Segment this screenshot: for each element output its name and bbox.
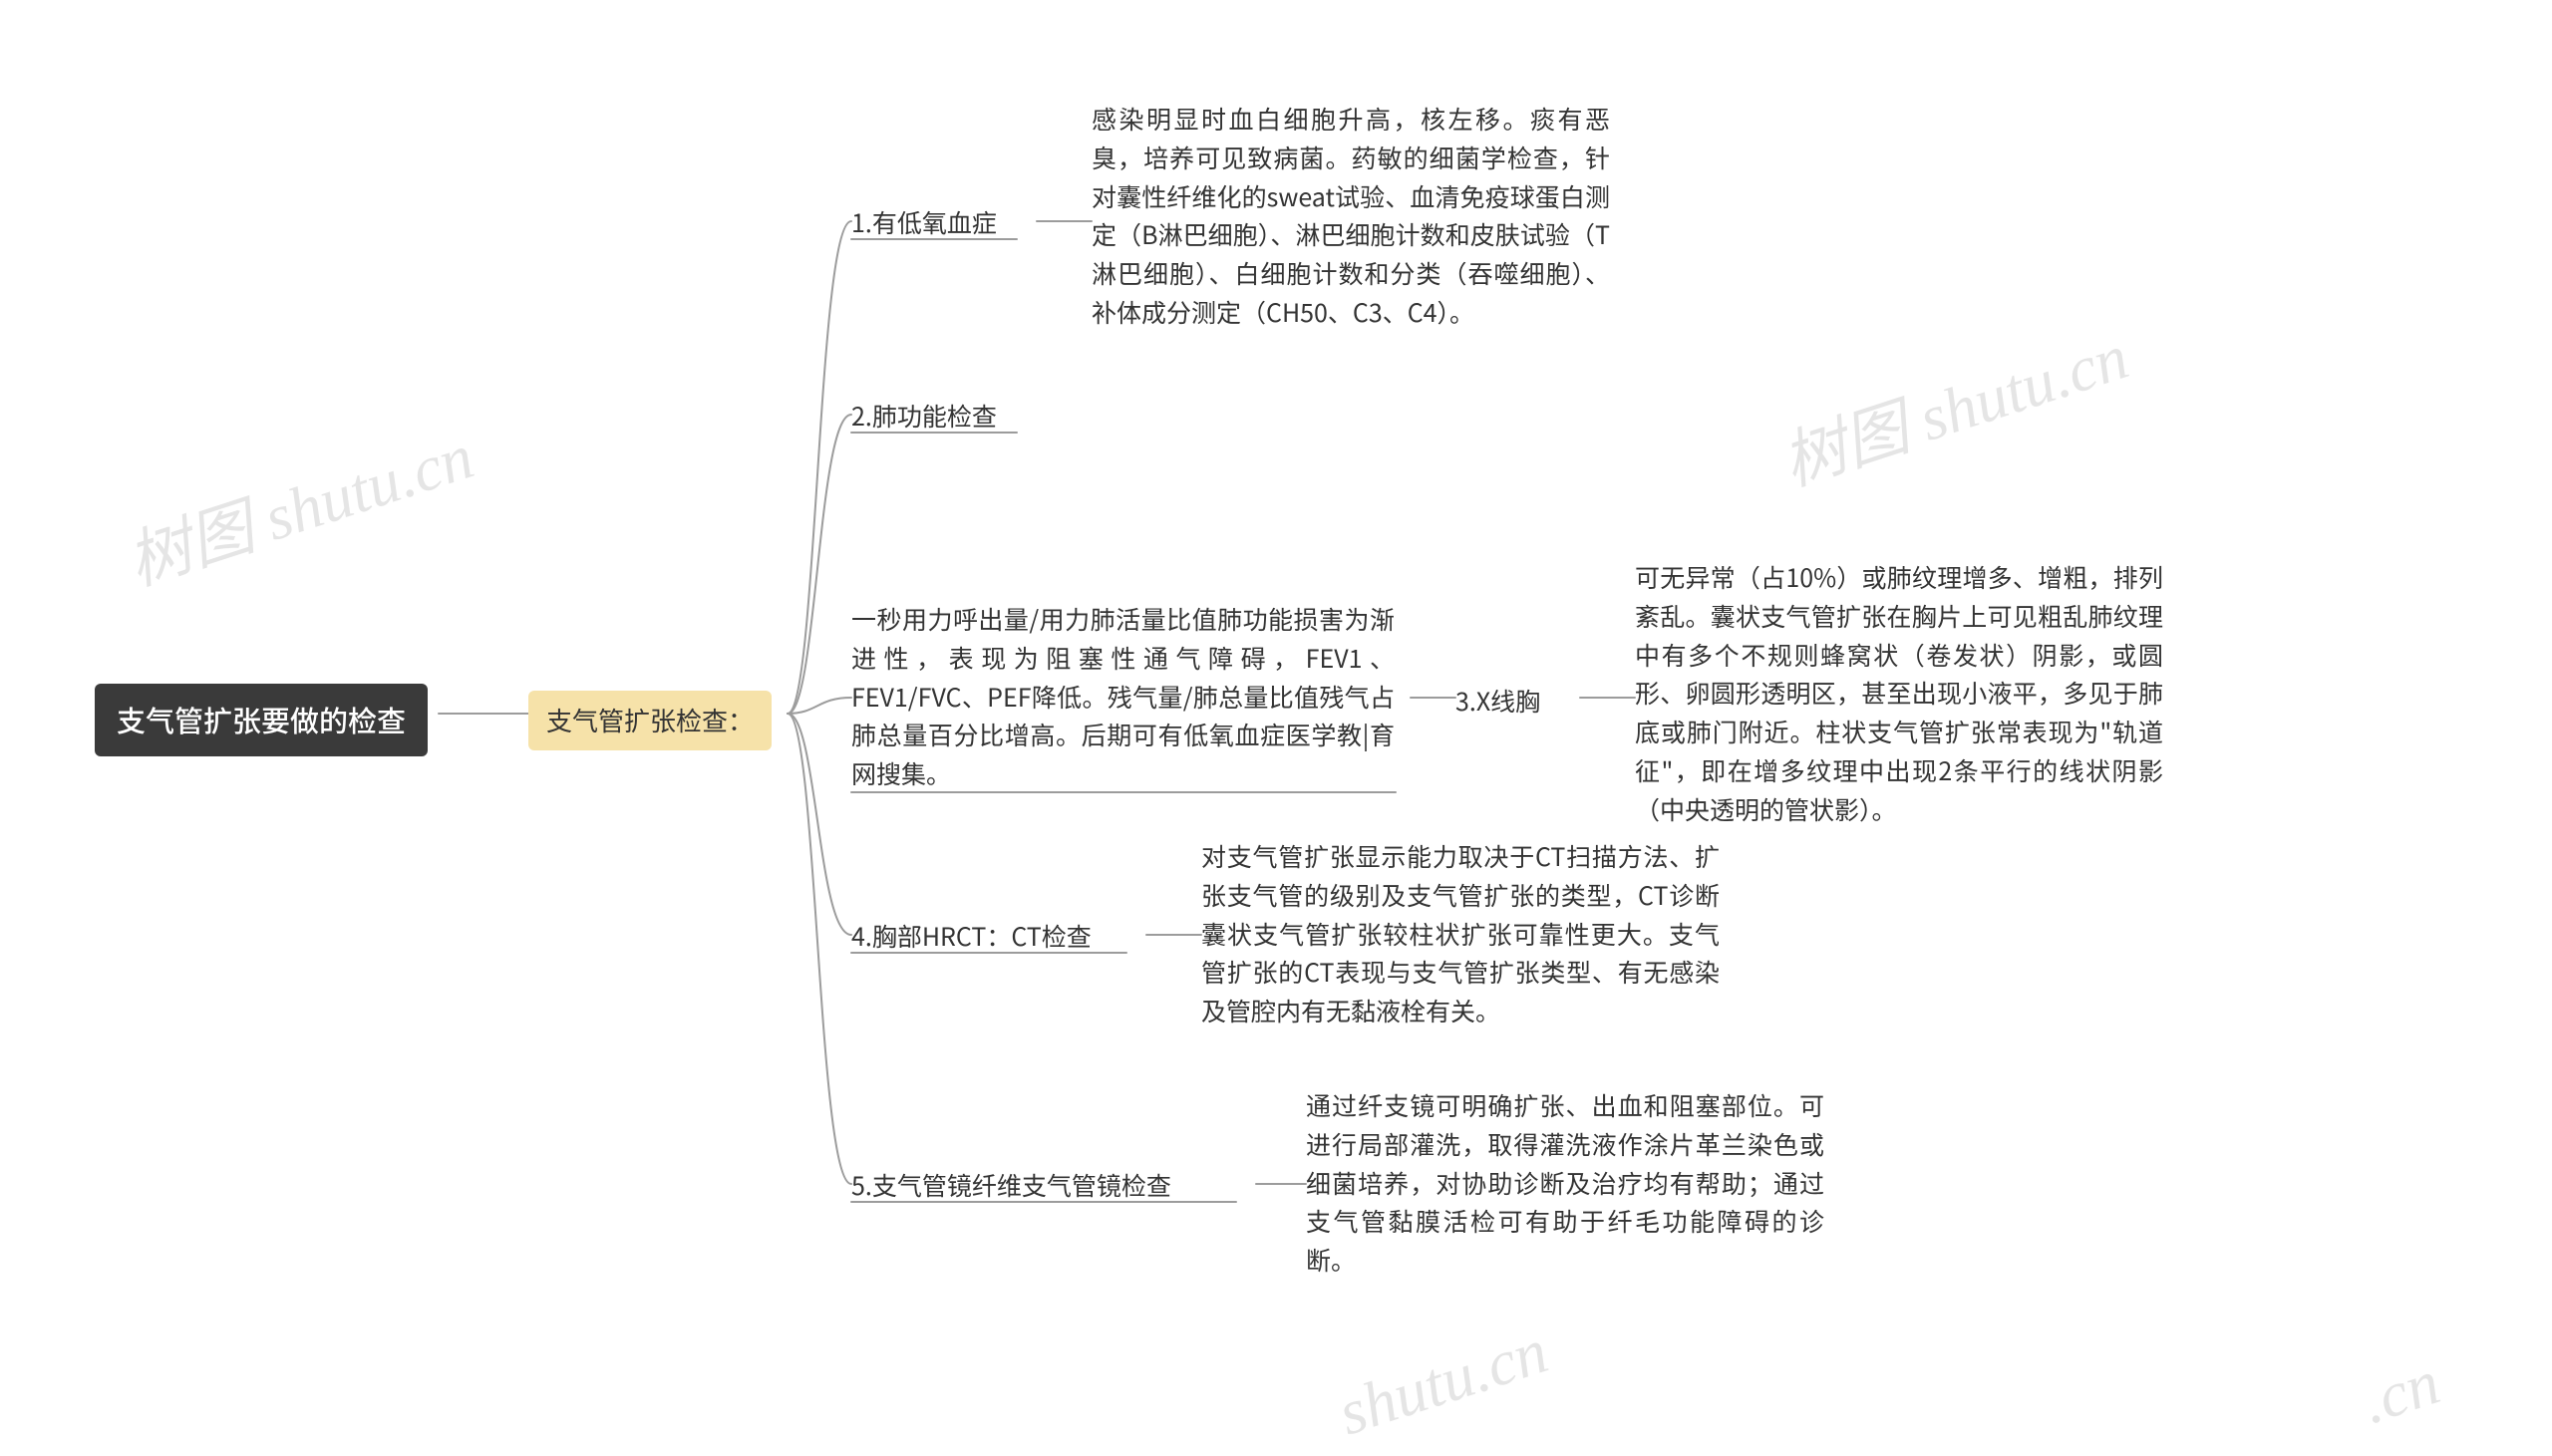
watermark: 树图 shutu.cn [115,406,483,603]
desc-3: 可无异常（占10%）或肺纹理增多、增粗，排列紊乱。囊状支气管扩张在胸片上可见粗乱… [1635,558,2163,828]
branch-3x: 3.X线胸 [1455,682,1575,721]
hub-node: 支气管扩张检查： [528,691,772,750]
branch-3-desc: 一秒用力呼出量/用力肺活量比值肺功能损害为渐进性，表现为阻塞性通气障碍，FEV1… [851,600,1395,793]
root-node: 支气管扩张要做的检查 [95,684,428,756]
watermark: .cn [2353,1345,2448,1439]
branch-5: 5.支气管镜纤维支气管镜检查 [851,1166,1250,1205]
watermark: 树图 shutu.cn [1769,306,2138,503]
desc-4: 对支气管扩张显示能力取决于CT扫描方法、扩张支气管的级别及支气管扩张的类型，CT… [1201,837,1720,1030]
branch-2: 2.肺功能检查 [851,397,1051,436]
desc-5: 通过纤支镜可明确扩张、出血和阻塞部位。可进行局部灌洗，取得灌洗液作涂片革兰染色或… [1306,1086,1824,1280]
branch-4: 4.胸部HRCT：CT检查 [851,917,1150,956]
watermark: shutu.cn [1330,1314,1556,1451]
desc-1: 感染明显时血白细胞升高，核左移。痰有恶臭，培养可见致病菌。药敏的细菌学检查，针对… [1092,100,1610,332]
branch-1: 1.有低氧血症 [851,203,1031,242]
